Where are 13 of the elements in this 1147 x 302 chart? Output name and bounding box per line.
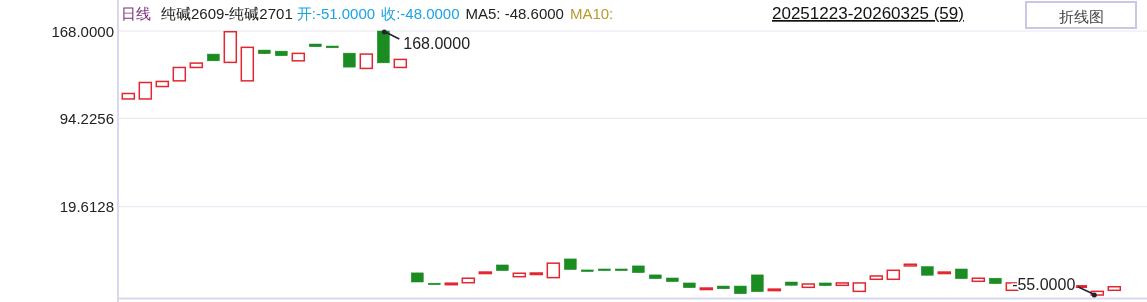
text: MA5: -48.6000 xyxy=(465,5,564,22)
text: 20251223-20260325 (59) xyxy=(772,4,964,23)
text: MA10: xyxy=(569,5,614,22)
text: 收:-48.0000 xyxy=(381,5,460,22)
annotation: -55.0000 xyxy=(1012,275,1076,293)
annotation: 168.0000 xyxy=(403,34,471,52)
text: 折线图 xyxy=(1058,7,1104,25)
y-tick-label: 19.6128 xyxy=(59,198,114,216)
chart-title: 日线 xyxy=(121,5,151,22)
y-tick-label: 94.2256 xyxy=(59,109,114,127)
y-tick-label: 168.0000 xyxy=(51,22,114,40)
chart-subtitle: 纯碱2609-纯碱2701 xyxy=(161,5,293,22)
text: 开:-51.0000 xyxy=(296,5,376,22)
